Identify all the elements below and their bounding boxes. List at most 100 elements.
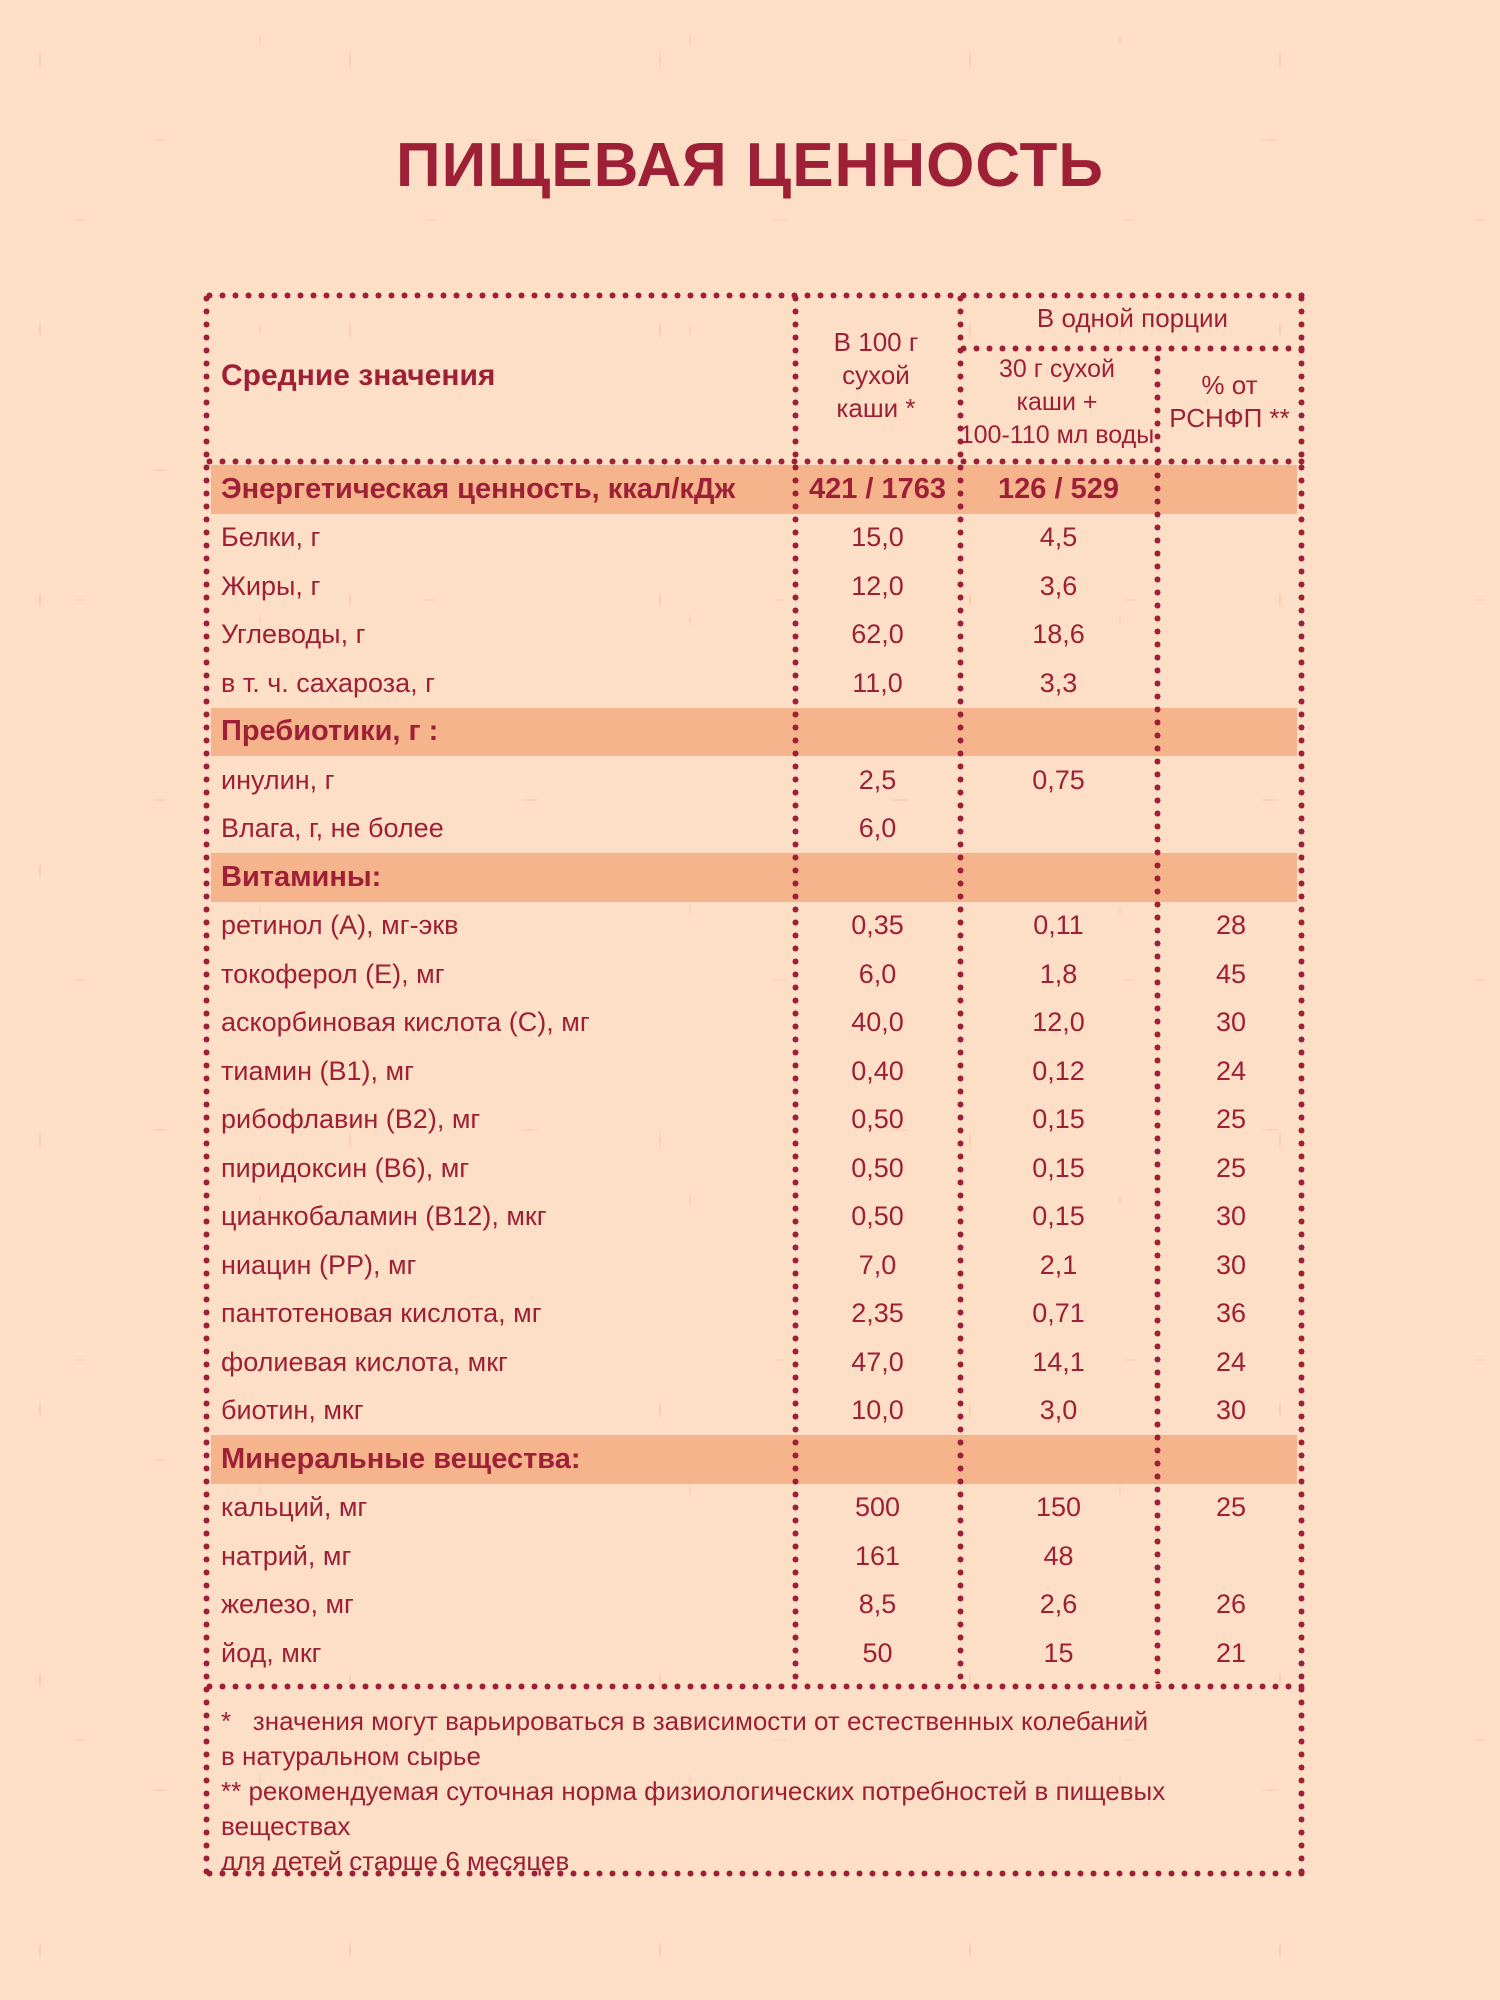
row-value-per-100g: 62,0 <box>851 619 904 650</box>
header-percent-rsnfp: % от РСНФП ** <box>1169 370 1290 433</box>
row-label: Энергетическая ценность, ккал/кДж <box>221 472 736 505</box>
row-value-per-100g: 6,0 <box>858 813 897 844</box>
row-value-per-100g: 0,50 <box>851 1104 904 1135</box>
row-value-per-portion: 14,1 <box>1032 1346 1085 1377</box>
table-row: Витамины: <box>203 853 1305 902</box>
row-value-percent-rsnfp: 30 <box>1215 1249 1247 1280</box>
footnote-separator-line <box>203 1683 1305 1690</box>
table-row: цианкобаламин (В12), мкг 0,50 0,15 30 <box>203 1193 1305 1242</box>
footnotes: * значения могут варьироваться в зависим… <box>221 1706 1166 1876</box>
column-divider-2 <box>957 292 964 1683</box>
row-value-per-portion: 0,11 <box>1033 910 1084 941</box>
table-row: ретинол (А), мг-экв 0,35 0,11 28 <box>203 902 1305 951</box>
row-value-per-portion: 3,0 <box>1039 1395 1078 1426</box>
row-label: токоферол (Е), мг <box>221 958 445 989</box>
table-row: кальций, мг 500 150 25 <box>203 1484 1305 1533</box>
row-label: тиамин (В1), мг <box>221 1055 414 1086</box>
table-row: натрий, мг 161 48 <box>203 1532 1305 1581</box>
row-value-per-portion: 3,3 <box>1039 667 1078 698</box>
row-value-percent-rsnfp: 25 <box>1215 1492 1247 1523</box>
row-label: Углеводы, г <box>221 619 366 650</box>
serving-subheader-line <box>957 345 1305 352</box>
row-value-per-portion: 150 <box>1035 1492 1082 1523</box>
table-row: аскорбиновая кислота (С), мг 40,0 12,0 3… <box>203 999 1305 1048</box>
header-average-values: Средние значения <box>221 359 496 392</box>
row-value-per-100g: 7,0 <box>858 1249 897 1280</box>
row-value-per-portion: 48 <box>1043 1540 1074 1571</box>
row-label: пиридоксин (В6), мг <box>221 1152 470 1183</box>
row-label: ретинол (А), мг-экв <box>221 910 459 941</box>
header-separator-line <box>203 458 1305 465</box>
row-value-per-100g: 0,50 <box>851 1201 904 1232</box>
row-value-percent-rsnfp: 24 <box>1215 1055 1247 1086</box>
row-value-per-portion: 126 / 529 <box>998 472 1119 505</box>
row-value-percent-rsnfp: 30 <box>1215 1395 1247 1426</box>
row-value-per-portion: 0,71 <box>1032 1298 1085 1329</box>
row-label: цианкобаламин (В12), мкг <box>221 1201 547 1232</box>
table-row: Белки, г 15,0 4,5 <box>203 514 1305 563</box>
row-label: железо, мг <box>221 1589 354 1620</box>
row-value-percent-rsnfp: 24 <box>1215 1346 1247 1377</box>
row-label: Минеральные вещества: <box>221 1442 581 1475</box>
row-value-per-portion: 0,15 <box>1032 1104 1085 1135</box>
row-value-per-100g: 11,0 <box>852 667 903 698</box>
header-per-100g: В 100 г сухой каши * <box>833 327 919 423</box>
row-value-percent-rsnfp: 36 <box>1215 1298 1247 1329</box>
table-row: биотин, мкг 10,0 3,0 30 <box>203 1387 1305 1436</box>
table-border-top <box>203 292 1305 299</box>
table-row: Пребиотики, г : <box>203 707 1305 756</box>
row-value-per-100g: 8,5 <box>858 1589 897 1620</box>
table-body: Энергетическая ценность, ккал/кДж 421 / … <box>203 465 1305 1678</box>
column-divider-1 <box>792 292 799 1683</box>
row-label: йод, мкг <box>221 1637 322 1668</box>
table-border-left <box>203 292 210 1877</box>
column-divider-3 <box>1154 352 1161 1683</box>
row-value-per-portion: 2,1 <box>1039 1249 1078 1280</box>
row-value-percent-rsnfp: 45 <box>1215 958 1247 989</box>
row-label: аскорбиновая кислота (С), мг <box>221 1007 590 1038</box>
row-label: натрий, мг <box>221 1540 352 1571</box>
table-row: инулин, г 2,5 0,75 <box>203 756 1305 805</box>
row-label: в т. ч. сахароза, г <box>221 667 435 698</box>
row-value-per-100g: 47,0 <box>851 1346 904 1377</box>
table-row: Влага, г, не более 6,0 <box>203 805 1305 854</box>
table-row: пиридоксин (В6), мг 0,50 0,15 25 <box>203 1144 1305 1193</box>
row-value-percent-rsnfp: 26 <box>1215 1589 1247 1620</box>
row-value-percent-rsnfp: 30 <box>1215 1201 1247 1232</box>
row-value-per-100g: 15,0 <box>851 522 904 553</box>
row-value-per-100g: 50 <box>862 1637 893 1668</box>
table-row: Минеральные вещества: <box>203 1435 1305 1484</box>
row-value-per-100g: 2,35 <box>851 1298 904 1329</box>
row-label: Жиры, г <box>221 570 321 601</box>
row-label: Витамины: <box>221 860 382 893</box>
row-value-per-portion: 1,8 <box>1039 958 1078 989</box>
row-value-per-100g: 12,0 <box>851 570 904 601</box>
row-label: Влага, г, не более <box>221 813 444 844</box>
table-border-bottom <box>203 1870 1305 1877</box>
row-value-per-100g: 0,50 <box>851 1152 904 1183</box>
row-label: фолиевая кислота, мкг <box>221 1346 508 1377</box>
row-value-per-100g: 161 <box>854 1540 901 1571</box>
row-value-per-100g: 0,35 <box>851 910 904 941</box>
row-value-per-portion: 2,6 <box>1039 1589 1078 1620</box>
table-row: рибофлавин (В2), мг 0,50 0,15 25 <box>203 1096 1305 1145</box>
nutrition-table: Средние значения В 100 г сухой каши * В … <box>203 292 1305 1877</box>
row-label: инулин, г <box>221 764 335 795</box>
page-title: ПИЩЕВАЯ ЦЕННОСТЬ <box>396 131 1104 200</box>
row-label: Пребиотики, г : <box>221 715 439 748</box>
row-value-percent-rsnfp: 21 <box>1215 1637 1247 1668</box>
row-value-per-portion: 0,75 <box>1032 764 1085 795</box>
row-value-per-portion: 3,6 <box>1039 570 1078 601</box>
table-row: йод, мкг 50 15 21 <box>203 1629 1305 1678</box>
row-value-percent-rsnfp: 25 <box>1215 1104 1247 1135</box>
table-row: Энергетическая ценность, ккал/кДж 421 / … <box>203 465 1305 514</box>
row-value-per-100g: 500 <box>854 1492 901 1523</box>
header-per-serving-group: В одной порции <box>1036 303 1229 333</box>
row-value-per-portion: 0,15 <box>1032 1152 1085 1183</box>
row-value-per-100g: 0,40 <box>851 1055 904 1086</box>
row-label: кальций, мг <box>221 1492 368 1523</box>
row-value-per-100g: 40,0 <box>851 1007 904 1038</box>
row-value-per-portion: 15 <box>1043 1637 1074 1668</box>
row-value-percent-rsnfp: 28 <box>1215 910 1247 941</box>
